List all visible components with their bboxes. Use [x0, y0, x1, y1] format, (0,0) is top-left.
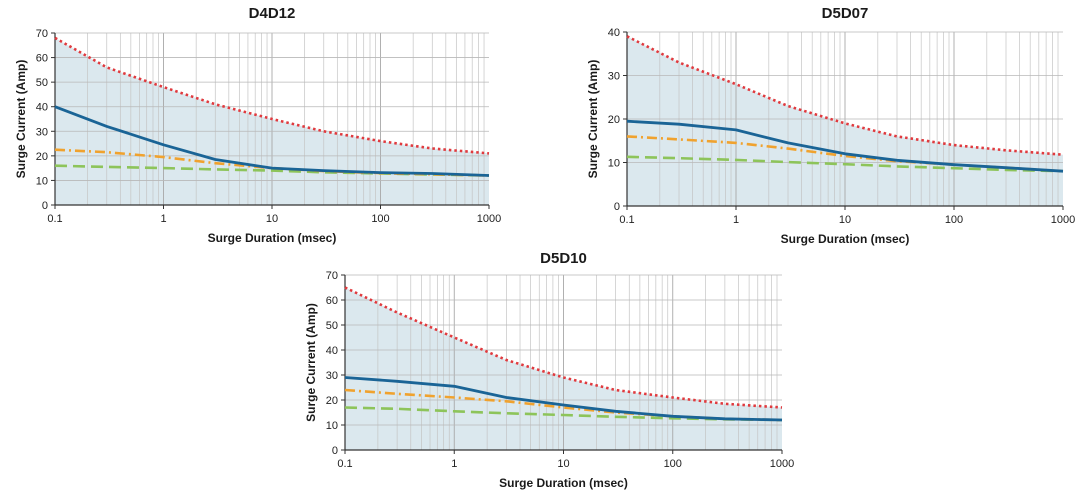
chart-title: D4D12: [249, 5, 296, 22]
x-tick-label: 0.1: [619, 214, 634, 226]
y-axis-label: Surge Current (Amp): [586, 60, 600, 179]
y-tick-label: 0: [614, 201, 620, 213]
y-tick-label: 20: [36, 151, 48, 163]
x-tick-label: 1000: [770, 458, 794, 470]
y-tick-label: 0: [42, 200, 48, 212]
x-tick-label: 10: [266, 213, 278, 225]
y-tick-label: 10: [608, 158, 620, 170]
chart-d5d07: D5D07 0 10 20 30 40 0.1 1 10 100 1000 Surge Duratio…: [586, 5, 1075, 246]
y-tick-label: 70: [326, 270, 338, 282]
chart-d4d12: D4D12 0 10 20 30 40 50 60 70 0.1 1 10 100 1000 Surge D…: [14, 5, 501, 245]
x-tick-label: 100: [945, 214, 963, 226]
y-tick-label: 50: [36, 77, 48, 89]
x-tick-label: 10: [557, 458, 569, 470]
y-tick-label: 70: [36, 28, 48, 40]
x-tick-label: 100: [664, 458, 682, 470]
x-tick-label: 1: [733, 214, 739, 226]
y-tick-label: 40: [326, 345, 338, 357]
y-axis-label: Surge Current (Amp): [304, 303, 318, 422]
x-tick-label: 0.1: [337, 458, 352, 470]
y-tick-label: 40: [36, 102, 48, 114]
x-tick-label: 1000: [1051, 214, 1075, 226]
y-tick-label: 60: [36, 53, 48, 65]
y-tick-label: 10: [36, 175, 48, 187]
y-tick-label: 30: [36, 126, 48, 138]
y-tick-label: 10: [326, 420, 338, 432]
x-axis-label: Surge Duration (msec): [208, 231, 337, 245]
y-tick-label: 30: [326, 370, 338, 382]
series-line-dotted: [54, 36, 490, 155]
x-axis-label: Surge Duration (msec): [781, 232, 910, 246]
chart-title: D5D10: [540, 250, 587, 267]
y-tick-label: 50: [326, 320, 338, 332]
y-tick-label: 60: [326, 295, 338, 307]
x-tick-label: 1: [160, 213, 166, 225]
y-axis-label: Surge Current (Amp): [14, 60, 28, 179]
y-tick-label: 0: [332, 445, 338, 457]
series-line-solid: [626, 119, 1064, 173]
chart-d5d10: D5D10 0 10 20 30 40 50 60 70 0.1 1 10 100 1000 Surge D…: [304, 250, 794, 490]
series-line-dashed: [626, 155, 1064, 173]
y-tick-label: 20: [608, 114, 620, 126]
x-tick-label: 100: [371, 213, 389, 225]
series-line-solid: [344, 376, 783, 422]
y-tick-label: 40: [608, 27, 620, 39]
x-tick-label: 1000: [477, 213, 501, 225]
x-tick-label: 10: [839, 214, 851, 226]
y-tick-label: 30: [608, 71, 620, 83]
x-tick-label: 0.1: [47, 213, 62, 225]
x-axis-label: Surge Duration (msec): [499, 476, 628, 490]
chart-title: D5D07: [822, 5, 869, 22]
series-line-dotted: [344, 286, 783, 409]
x-tick-label: 1: [451, 458, 457, 470]
series-line-solid: [54, 105, 490, 177]
series-line-dotted: [626, 35, 1064, 156]
y-tick-label: 20: [326, 395, 338, 407]
